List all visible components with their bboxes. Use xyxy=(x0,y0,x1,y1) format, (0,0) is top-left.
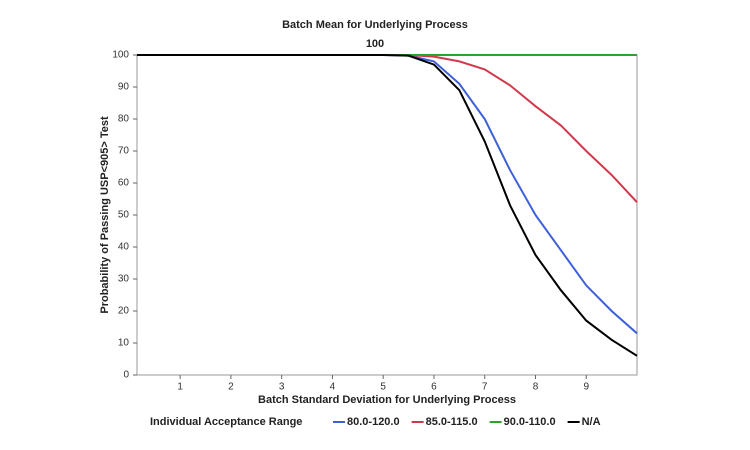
x-tick-label: 1 xyxy=(177,382,183,393)
y-axis-label: Probability of Passing USP<905> Test xyxy=(99,116,111,314)
series-line xyxy=(137,54,638,357)
y-tick-label: 20 xyxy=(118,306,130,317)
y-tick-label: 40 xyxy=(118,242,130,253)
plot-frame xyxy=(136,54,638,376)
x-tick-label: 5 xyxy=(380,382,386,393)
y-tick-label: 90 xyxy=(118,82,130,93)
x-tick-label: 8 xyxy=(533,382,539,393)
legend-label: 85.0-115.0 xyxy=(426,416,478,428)
legend-title: Individual Acceptance Range xyxy=(150,416,302,428)
y-tick-label: 50 xyxy=(118,210,130,221)
x-tick-label: 9 xyxy=(583,382,589,393)
legend-label: 80.0-120.0 xyxy=(347,416,400,428)
x-tick-label: 7 xyxy=(482,382,488,393)
y-tick-label: 70 xyxy=(118,146,130,157)
x-tick-label: 6 xyxy=(431,382,437,393)
x-tick-label: 2 xyxy=(228,382,234,393)
series-line xyxy=(137,54,638,203)
y-tick-label: 30 xyxy=(118,274,130,285)
chart-subtitle: 100 xyxy=(366,38,384,50)
legend-label: N/A xyxy=(582,416,601,428)
y-tick-label: 100 xyxy=(112,50,129,61)
x-tick-label: 3 xyxy=(279,382,285,393)
y-tick-label: 80 xyxy=(118,114,130,125)
legend-label: 90.0-110.0 xyxy=(504,416,556,428)
y-tick-label: 10 xyxy=(118,338,130,349)
y-tick-label: 0 xyxy=(123,370,129,381)
x-tick-label: 4 xyxy=(330,382,336,393)
x-axis-label: Batch Standard Deviation for Underlying … xyxy=(258,394,516,406)
chart-title: Batch Mean for Underlying Process xyxy=(282,19,468,31)
y-tick-label: 60 xyxy=(118,178,130,189)
